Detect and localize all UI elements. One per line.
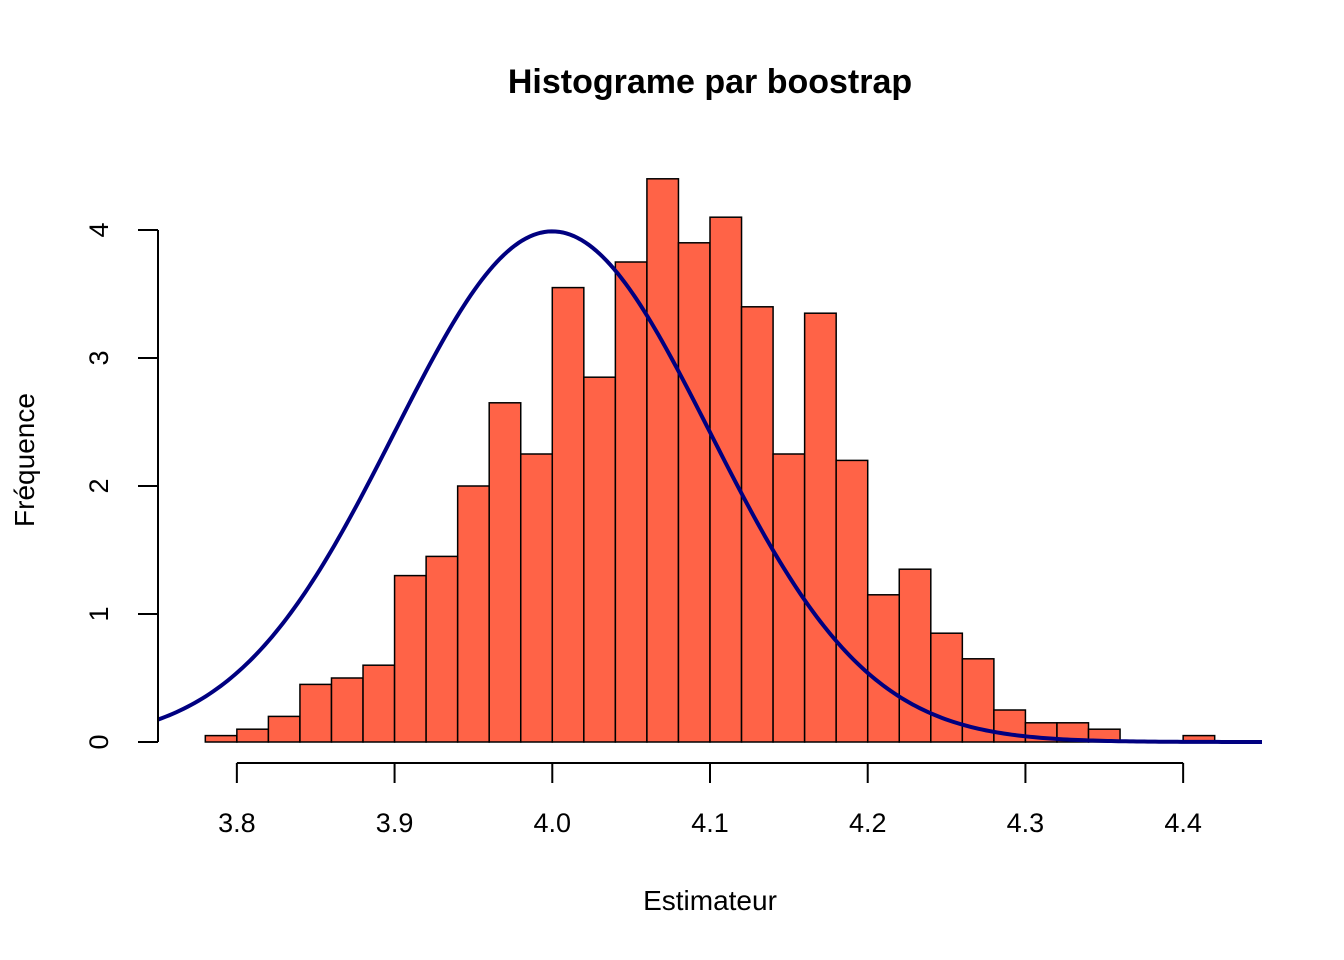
- density-curve: [157, 229, 1262, 744]
- histogram-bar: [425, 555, 459, 743]
- histogram-bar: [551, 286, 585, 743]
- histogram-bar: [519, 453, 554, 743]
- x-axis-label: Estimateur: [643, 885, 777, 916]
- histogram-bar: [930, 632, 964, 743]
- y-tick-label: 3: [84, 350, 114, 365]
- histogram-bar: [488, 402, 522, 743]
- x-axis: 3.8 3.9 4.0 4.1 4.2 4.3 4.4: [218, 762, 1202, 838]
- x-tick-label: 4.0: [534, 808, 572, 838]
- y-tick-label: 0: [84, 734, 114, 749]
- histogram-bar: [393, 574, 427, 743]
- y-tick-label: 1: [84, 606, 114, 621]
- histogram-bar: [236, 728, 270, 743]
- histogram-bar: [204, 734, 238, 743]
- x-tick-label: 4.1: [691, 808, 729, 838]
- histogram-bar: [646, 178, 680, 743]
- histogram-bar: [330, 677, 364, 743]
- histogram-bar: [267, 715, 301, 743]
- histogram-bar: [835, 459, 869, 743]
- histogram-bar: [866, 594, 901, 743]
- histogram-bar: [709, 216, 743, 743]
- histogram-bar: [677, 242, 711, 743]
- histogram-bar: [898, 568, 932, 743]
- chart-title: Histograme par boostrap: [508, 63, 912, 101]
- x-tick-label: 4.2: [849, 808, 887, 838]
- x-tick-label: 4.4: [1164, 808, 1202, 838]
- histogram-bar: [583, 376, 617, 743]
- histogram-bar: [803, 312, 837, 743]
- bars-layer: [204, 178, 1216, 743]
- histogram-bar: [299, 683, 333, 743]
- y-axis-label: Fréquence: [9, 393, 40, 527]
- histogram-bar: [362, 664, 396, 743]
- histogram-bar: [456, 485, 490, 743]
- x-tick-label: 4.3: [1007, 808, 1045, 838]
- x-tick-label: 3.9: [376, 808, 414, 838]
- y-tick-label: 4: [84, 222, 114, 237]
- x-tick-label: 3.8: [218, 808, 256, 838]
- histogram-bar: [772, 453, 806, 743]
- y-tick-label: 2: [84, 478, 114, 493]
- y-axis: 0 1 2 3 4: [84, 222, 159, 750]
- histogram-bar: [614, 261, 648, 743]
